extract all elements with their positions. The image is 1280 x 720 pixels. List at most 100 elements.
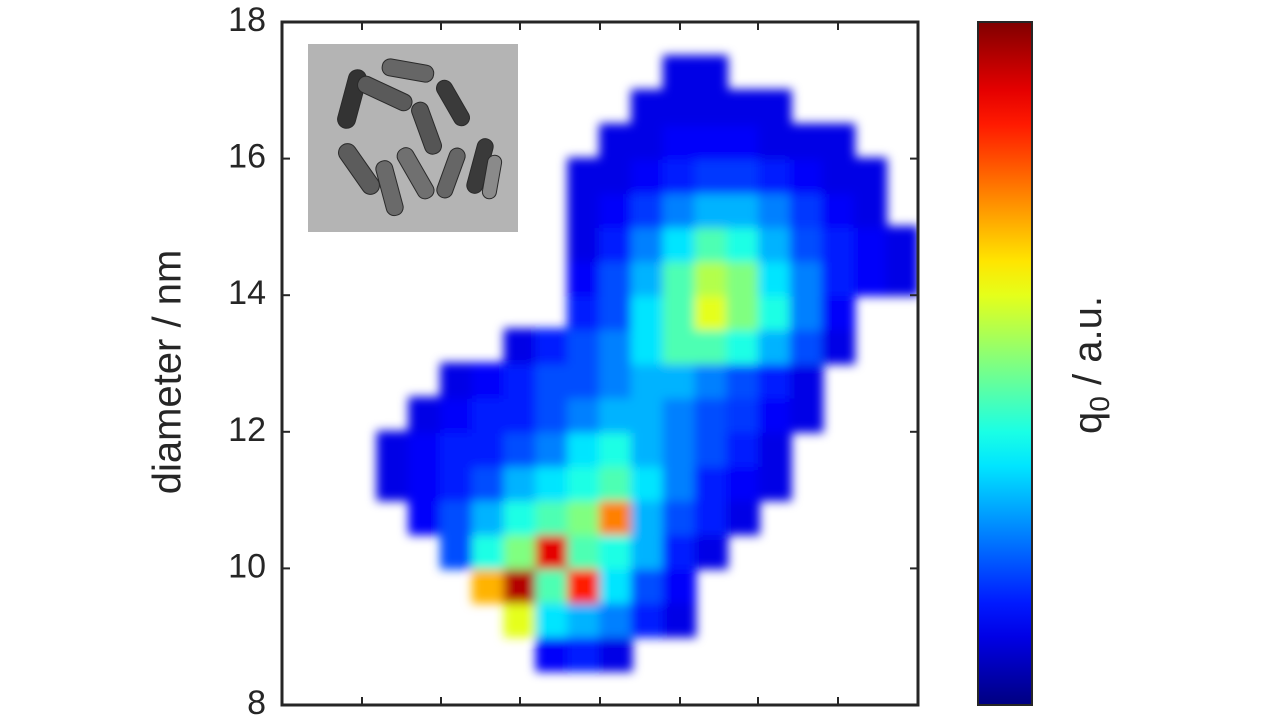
heatmap-cell — [758, 191, 792, 228]
heatmap-cell — [885, 260, 918, 297]
heatmap-cell — [726, 89, 760, 126]
heatmap-cell — [471, 430, 506, 467]
heatmap-cell — [694, 499, 729, 536]
heatmap-cell — [599, 225, 633, 263]
heatmap-cell — [503, 396, 538, 433]
heatmap-cell — [567, 396, 601, 433]
y-tick-label: 10 — [228, 547, 266, 585]
heatmap-cell — [630, 533, 665, 570]
heatmap-cell — [726, 362, 760, 399]
heatmap-cell — [694, 191, 729, 228]
y-tick-label: 8 — [247, 684, 266, 720]
heatmap-cell — [567, 191, 601, 228]
heatmap-cell — [662, 294, 697, 331]
heatmap-cell — [567, 635, 601, 672]
heatmap-cell — [758, 464, 792, 502]
heatmap-cell — [853, 157, 888, 194]
heatmap-cell — [821, 157, 856, 194]
heatmap-cell — [726, 123, 760, 160]
heatmap-cell — [662, 328, 697, 365]
heatmap-cell — [694, 362, 729, 399]
heatmap-cell — [440, 362, 474, 399]
heatmap-cell — [535, 533, 570, 570]
heatmap-cell — [694, 157, 729, 194]
heatmap-cell — [758, 430, 792, 467]
heatmap-cell — [758, 294, 792, 331]
heatmap-cell — [630, 362, 665, 399]
heatmap-cell — [821, 328, 856, 365]
heatmap-cell — [599, 260, 633, 297]
heatmap-cell — [758, 396, 792, 433]
heatmap-cell — [630, 396, 665, 433]
heatmap-cell — [758, 260, 792, 297]
heatmap-cell — [726, 396, 760, 433]
heatmap-cell — [694, 260, 729, 297]
heatmap-cell — [599, 533, 633, 570]
heatmap-cell — [503, 567, 538, 604]
heatmap-cell — [567, 157, 601, 194]
heatmap-cell — [599, 123, 633, 160]
heatmap-cell — [440, 430, 474, 467]
heatmap-cell — [535, 396, 570, 433]
heatmap-cell — [789, 191, 824, 228]
heatmap-cell — [789, 225, 824, 263]
x-tick-marks — [361, 22, 839, 705]
heatmap-cell — [440, 396, 474, 433]
heatmap-cell — [567, 225, 601, 263]
heatmap-cell — [726, 294, 760, 331]
heatmap-cell — [630, 294, 665, 331]
heatmap-cell — [758, 362, 792, 399]
heatmap-cell — [694, 430, 729, 467]
heatmap-cell — [599, 191, 633, 228]
heatmap-cell — [535, 567, 570, 604]
heatmap-cell — [662, 225, 697, 263]
heatmap-cell — [630, 601, 665, 638]
heatmap-cell — [789, 260, 824, 297]
heatmap-cell — [408, 464, 442, 502]
heatmap-cell — [821, 191, 856, 228]
heatmap-cell — [408, 430, 442, 467]
heatmap-cell — [662, 123, 697, 160]
y-tick-label: 14 — [228, 274, 266, 312]
heatmap-cell — [630, 89, 665, 126]
heatmap-cell — [662, 464, 697, 502]
heatmap-cell — [694, 464, 729, 502]
heatmap-cell — [599, 635, 633, 672]
heatmap-cell — [567, 499, 601, 536]
heatmap-cell — [789, 157, 824, 194]
y-tick-label: 12 — [228, 411, 266, 449]
heatmap-cell — [503, 328, 538, 365]
heatmap-cell — [726, 157, 760, 194]
heatmap-cell — [726, 430, 760, 467]
heatmap-cell — [535, 635, 570, 672]
heatmap-cell — [535, 464, 570, 502]
heatmap-cell — [662, 533, 697, 570]
heatmap-cell — [599, 464, 633, 502]
y-axis-label: diameter / nm — [146, 250, 190, 495]
heatmap-cell — [408, 499, 442, 536]
heatmap-cell — [694, 55, 729, 92]
inset-image — [308, 44, 518, 232]
heatmap-cell — [758, 225, 792, 263]
heatmap-cell — [503, 499, 538, 536]
heatmap-cell — [662, 499, 697, 536]
heatmap — [376, 55, 918, 672]
heatmap-cell — [376, 464, 411, 502]
heatmap-cell — [503, 601, 538, 638]
heatmap-cell — [662, 567, 697, 604]
heatmap-cell — [471, 396, 506, 433]
colorbar-label-base: q — [1066, 412, 1110, 434]
y-tick-label: 16 — [228, 138, 266, 176]
heatmap-cell — [567, 567, 601, 604]
heatmap-cell — [789, 123, 824, 160]
heatmap-cell — [758, 328, 792, 365]
heatmap-cell — [694, 533, 729, 570]
heatmap-cell — [885, 225, 918, 263]
heatmap-cell — [599, 328, 633, 365]
heatmap-cell — [471, 499, 506, 536]
heatmap-cell — [599, 430, 633, 467]
heatmap-cell — [567, 430, 601, 467]
heatmap-cell — [662, 396, 697, 433]
